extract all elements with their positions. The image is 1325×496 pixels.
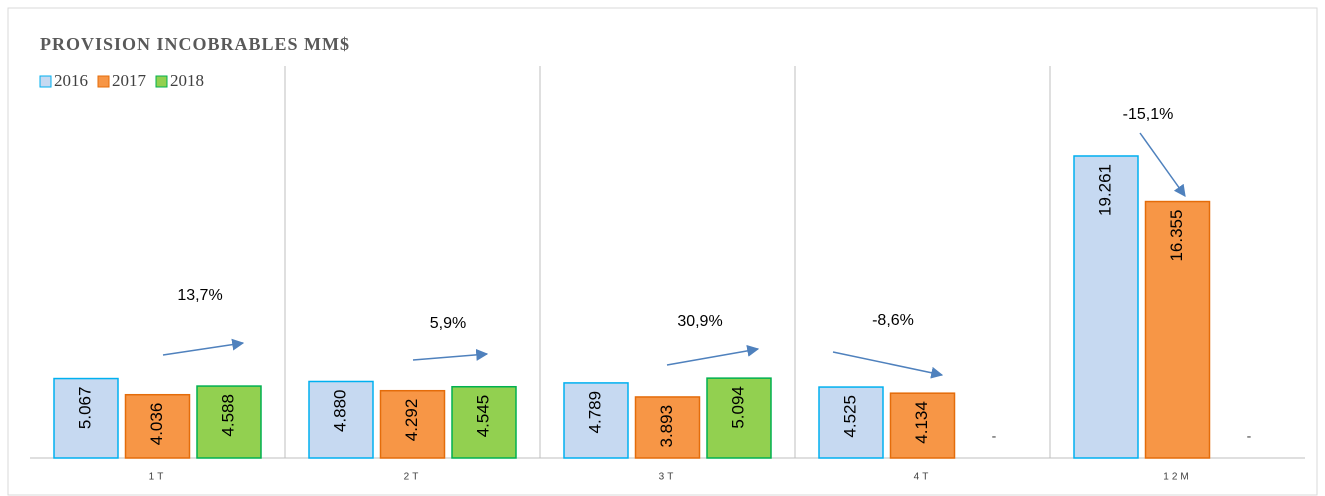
bar [634,396,701,459]
data-label: 3.893 [657,405,676,448]
data-label: 4.588 [218,394,237,437]
data-label: 4.525 [840,395,859,438]
x-tick-label: 1T [149,472,167,483]
annotation: 13,7% [177,287,222,304]
bar [124,393,191,459]
data-label: 19.261 [1095,164,1114,216]
legend-label: 2016 [54,71,88,90]
bar [889,392,956,459]
x-tick-label: 2T [404,472,422,483]
data-label: 4.545 [473,395,492,438]
legend-label: 2017 [112,71,147,90]
x-tick-label: 4T [914,472,932,483]
annotation-arrow [666,344,760,366]
data-label: - [992,428,997,444]
x-tick-label: 12M [1163,472,1191,483]
data-label: 5.094 [728,386,747,429]
bar [706,377,772,459]
bar [818,386,884,459]
data-label: - [1247,428,1252,444]
annotation-arrow [412,348,489,361]
legend-label: 2018 [170,71,204,90]
data-label: 4.134 [912,401,931,444]
data-label: 16.355 [1167,210,1186,262]
annotation-arrow [832,351,944,379]
bar [563,382,629,459]
bar [53,377,119,459]
chart-title: PROVISION INCOBRABLES MM$ [40,34,350,54]
bar [196,385,262,459]
bar [379,389,446,459]
bar [451,385,517,459]
annotation-arrow [162,338,245,356]
annotation: 30,9% [677,313,722,330]
legend-swatch [97,75,110,88]
x-tick-label: 3T [659,472,677,483]
legend-swatch [155,75,168,88]
data-label: 4.036 [147,403,166,446]
bar [1144,200,1211,459]
bar [308,380,374,459]
annotation-arrow [1139,132,1186,197]
data-label: 4.292 [402,399,421,442]
data-label: 4.880 [330,389,349,432]
annotation: -8,6% [872,312,914,329]
annotation: 5,9% [430,315,466,332]
data-label: 5.067 [75,387,94,430]
bar [1073,155,1139,459]
annotation: -15,1% [1123,106,1174,123]
data-label: 4.789 [585,391,604,434]
legend-swatch [39,75,52,88]
